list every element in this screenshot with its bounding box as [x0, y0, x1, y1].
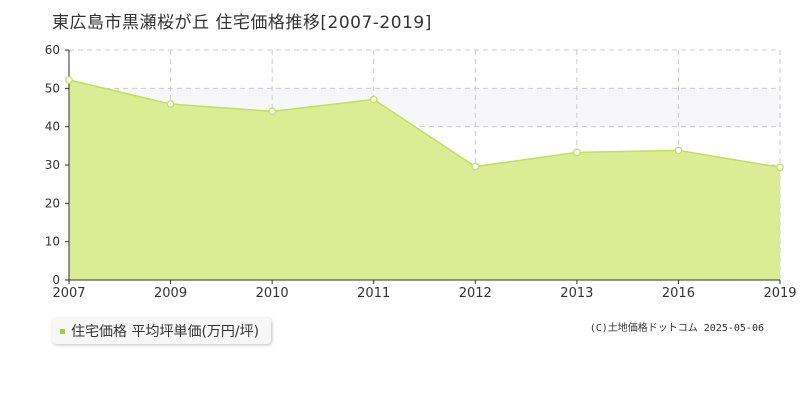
x-tick-label: 2013 [560, 286, 593, 301]
y-tick-labels: 0 10 20 30 40 50 60 [45, 43, 60, 287]
chart-title: 東広島市黒瀬桜が丘 住宅価格推移[2007-2019] [52, 13, 432, 33]
data-point [166, 100, 175, 108]
axes [65, 49, 781, 284]
x-tick-label: 2011 [357, 286, 390, 301]
legend: 住宅価格 平均坪単価(万円/坪) [52, 318, 272, 344]
data-point [65, 76, 73, 84]
copyright-credit: (C)土地価格ドットコム 2025-05-06 [589, 323, 764, 334]
area-fill [69, 79, 780, 281]
x-tick-label: 2009 [154, 286, 187, 301]
data-point [268, 107, 276, 116]
legend-label: 住宅価格 平均坪単価(万円/坪) [71, 324, 260, 340]
x-tick-label: 2019 [763, 286, 796, 301]
data-point [674, 146, 683, 155]
x-tick-label: 2010 [256, 286, 289, 301]
x-tick-label: 2016 [662, 286, 695, 301]
data-point [776, 163, 784, 172]
y-tick-label: 10 [45, 235, 60, 249]
x-tick-label: 2012 [459, 286, 492, 301]
data-point [369, 95, 378, 104]
x-tick-label: 2007 [52, 286, 85, 301]
data-points [65, 76, 784, 172]
y-tick-label: 20 [45, 196, 60, 210]
data-point [471, 162, 480, 171]
y-tick-label: 40 [45, 120, 60, 134]
legend-swatch [60, 328, 65, 334]
data-point [573, 148, 581, 157]
y-tick-label: 50 [45, 81, 60, 95]
series-line [68, 79, 781, 169]
y-tick-label: 60 [45, 43, 60, 57]
y-tick-label: 0 [52, 273, 60, 287]
x-tick-labels: 2007 2009 2010 2011 2012 2013 2016 2019 [52, 286, 796, 301]
y-tick-label: 30 [45, 158, 60, 172]
